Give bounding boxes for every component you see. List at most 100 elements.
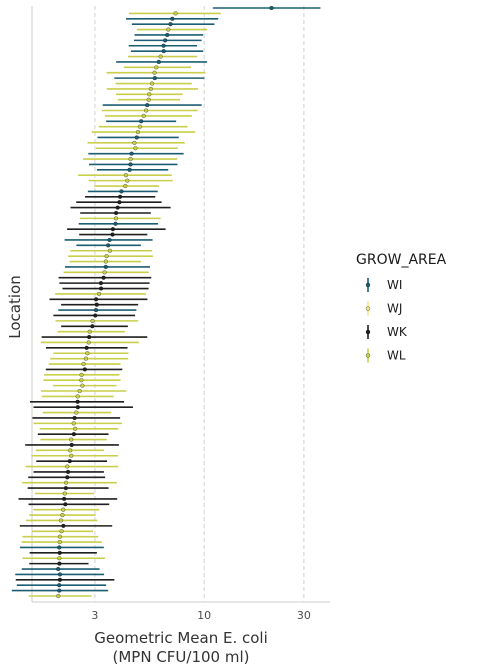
location-point	[101, 275, 106, 280]
location-point	[81, 361, 86, 367]
location-point	[98, 281, 103, 286]
location-point	[166, 27, 171, 32]
location-point	[139, 119, 144, 124]
location-point	[57, 561, 62, 566]
legend-label-wk: WK	[387, 325, 408, 339]
location-point	[82, 367, 87, 372]
location-point	[104, 254, 109, 259]
location-point	[60, 513, 65, 518]
location-point	[158, 54, 163, 59]
location-point	[57, 577, 62, 582]
location-point	[77, 388, 82, 394]
location-point	[84, 345, 89, 350]
location-point	[57, 588, 62, 593]
location-point	[110, 227, 115, 232]
location-point	[128, 162, 133, 167]
location-point	[94, 297, 99, 302]
location-point	[57, 583, 62, 588]
legend-label-wl: WL	[387, 349, 406, 363]
location-point	[107, 248, 112, 253]
location-point	[64, 480, 69, 485]
legend-label-wi: WI	[387, 278, 402, 292]
location-point	[170, 16, 175, 21]
location-point	[83, 356, 88, 361]
x-tick-label-10: 10	[197, 609, 211, 622]
location-point	[127, 167, 132, 172]
x-tick-label-3: 3	[91, 609, 98, 622]
location-point	[165, 32, 170, 38]
location-point	[58, 518, 64, 523]
location-point	[66, 469, 71, 474]
y-axis-title: Location	[6, 275, 24, 338]
location-point	[103, 264, 108, 269]
location-point	[80, 383, 85, 388]
location-point	[135, 130, 141, 135]
legend-key-point-wj	[365, 306, 371, 311]
location-point	[147, 92, 152, 97]
location-point	[90, 318, 95, 323]
location-point	[65, 475, 70, 480]
location-point	[152, 70, 157, 75]
location-point	[145, 103, 150, 108]
location-point	[69, 442, 74, 448]
location-point	[99, 286, 104, 291]
location-point	[75, 394, 80, 399]
location-point	[133, 146, 138, 151]
location-point	[173, 11, 178, 16]
location-point	[125, 178, 130, 183]
location-point	[93, 313, 98, 318]
location-point	[62, 491, 67, 496]
location-point	[156, 59, 161, 64]
location-point	[152, 76, 157, 81]
point-estimates	[56, 5, 274, 599]
legend-label-wj: WJ	[387, 302, 402, 316]
location-point	[67, 459, 72, 464]
location-point	[61, 507, 66, 512]
location-point	[96, 291, 102, 296]
location-point	[69, 453, 74, 458]
legend-key-point-wi	[365, 282, 371, 288]
location-point	[161, 49, 166, 54]
location-point	[154, 65, 159, 70]
legend-title: GROW_AREA	[356, 252, 447, 268]
location-point	[129, 151, 134, 156]
location-point	[71, 421, 76, 426]
location-point	[107, 237, 112, 243]
location-point	[75, 399, 80, 404]
location-point	[150, 81, 155, 86]
location-point	[63, 486, 68, 491]
location-point	[65, 464, 70, 469]
location-point	[115, 205, 120, 210]
location-point	[57, 550, 62, 555]
location-point	[68, 448, 73, 453]
location-point	[57, 545, 62, 550]
location-point	[137, 124, 142, 129]
location-point	[87, 329, 92, 334]
location-point	[61, 523, 66, 528]
location-point	[75, 405, 80, 410]
location-point	[144, 108, 149, 113]
location-point	[102, 270, 107, 275]
location-point	[85, 351, 90, 356]
legend: GROW_AREA WI WJ WK WL	[356, 252, 447, 363]
x-axis-title-line2: (MPN CFU/100 ml)	[113, 648, 250, 666]
location-point	[106, 243, 111, 248]
location-point	[69, 437, 74, 442]
location-point	[134, 135, 139, 140]
location-point	[123, 183, 128, 189]
legend-key-point-wl	[365, 353, 371, 358]
location-point	[146, 97, 151, 102]
location-point	[117, 200, 122, 205]
location-point	[87, 335, 92, 340]
legend-items: WI WJ WK WL	[365, 278, 408, 363]
location-point	[141, 113, 146, 118]
location-point	[73, 426, 78, 431]
location-point	[72, 415, 77, 421]
x-tick-label-30: 30	[297, 609, 311, 622]
location-point	[79, 378, 84, 383]
plot-panel	[11, 5, 330, 603]
location-point	[123, 173, 129, 178]
location-point	[269, 5, 274, 11]
location-point	[62, 496, 67, 501]
